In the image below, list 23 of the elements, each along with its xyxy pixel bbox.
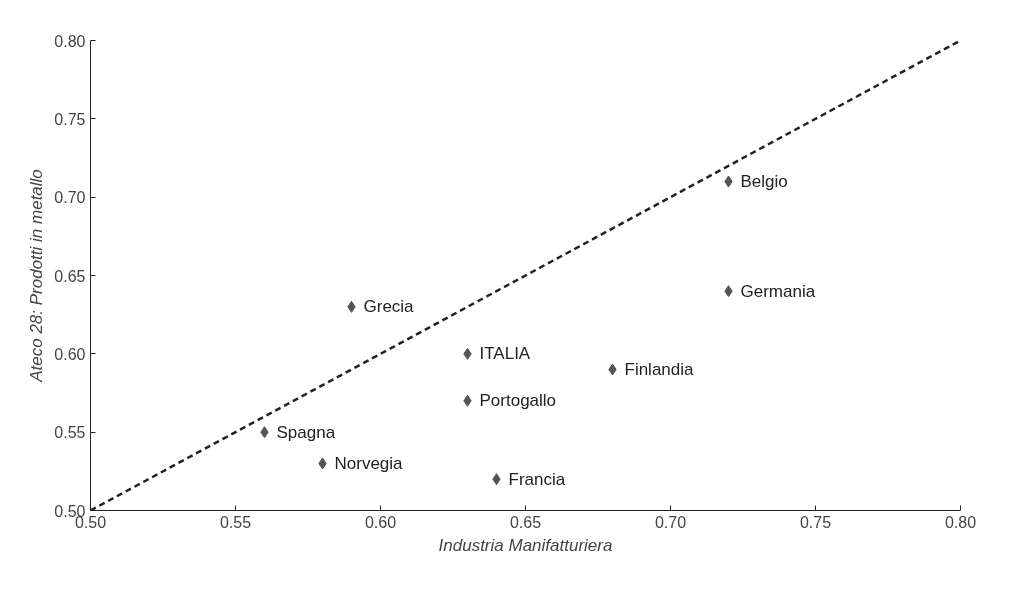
x-tick-label: 0.65 — [509, 513, 542, 531]
x-tick-label: 0.75 — [799, 513, 832, 531]
annotation: Germania — [740, 281, 816, 301]
annotation: ITALIA — [479, 344, 531, 364]
annotation: Spagna — [276, 422, 336, 442]
y-tick-label: 0.55 — [54, 424, 86, 442]
annotation: Belgio — [740, 172, 788, 191]
x-tick-label: 0.60 — [364, 513, 397, 531]
y-tick-label: 0.60 — [54, 345, 86, 363]
y-tick-label: 0.75 — [54, 110, 86, 128]
y-axis-title: Ateco 28: Prodotti in metallo — [27, 169, 47, 383]
annotation: Grecia — [363, 297, 415, 317]
x-axis-title: Industria Manifatturiera — [438, 535, 613, 555]
annotation: Norvegia — [334, 454, 404, 473]
annotation: Francia — [508, 469, 566, 489]
x-tick-label: 0.80 — [944, 513, 977, 531]
annotation: Portogallo — [479, 391, 557, 411]
y-tick-label: 0.65 — [54, 267, 86, 285]
x-tick-label: 0.70 — [654, 513, 687, 531]
y-tick-label: 0.70 — [54, 189, 86, 207]
annotation: Finlandia — [624, 360, 695, 379]
x-tick-label: 0.55 — [219, 513, 252, 531]
y-tick-label: 0.80 — [54, 32, 86, 50]
